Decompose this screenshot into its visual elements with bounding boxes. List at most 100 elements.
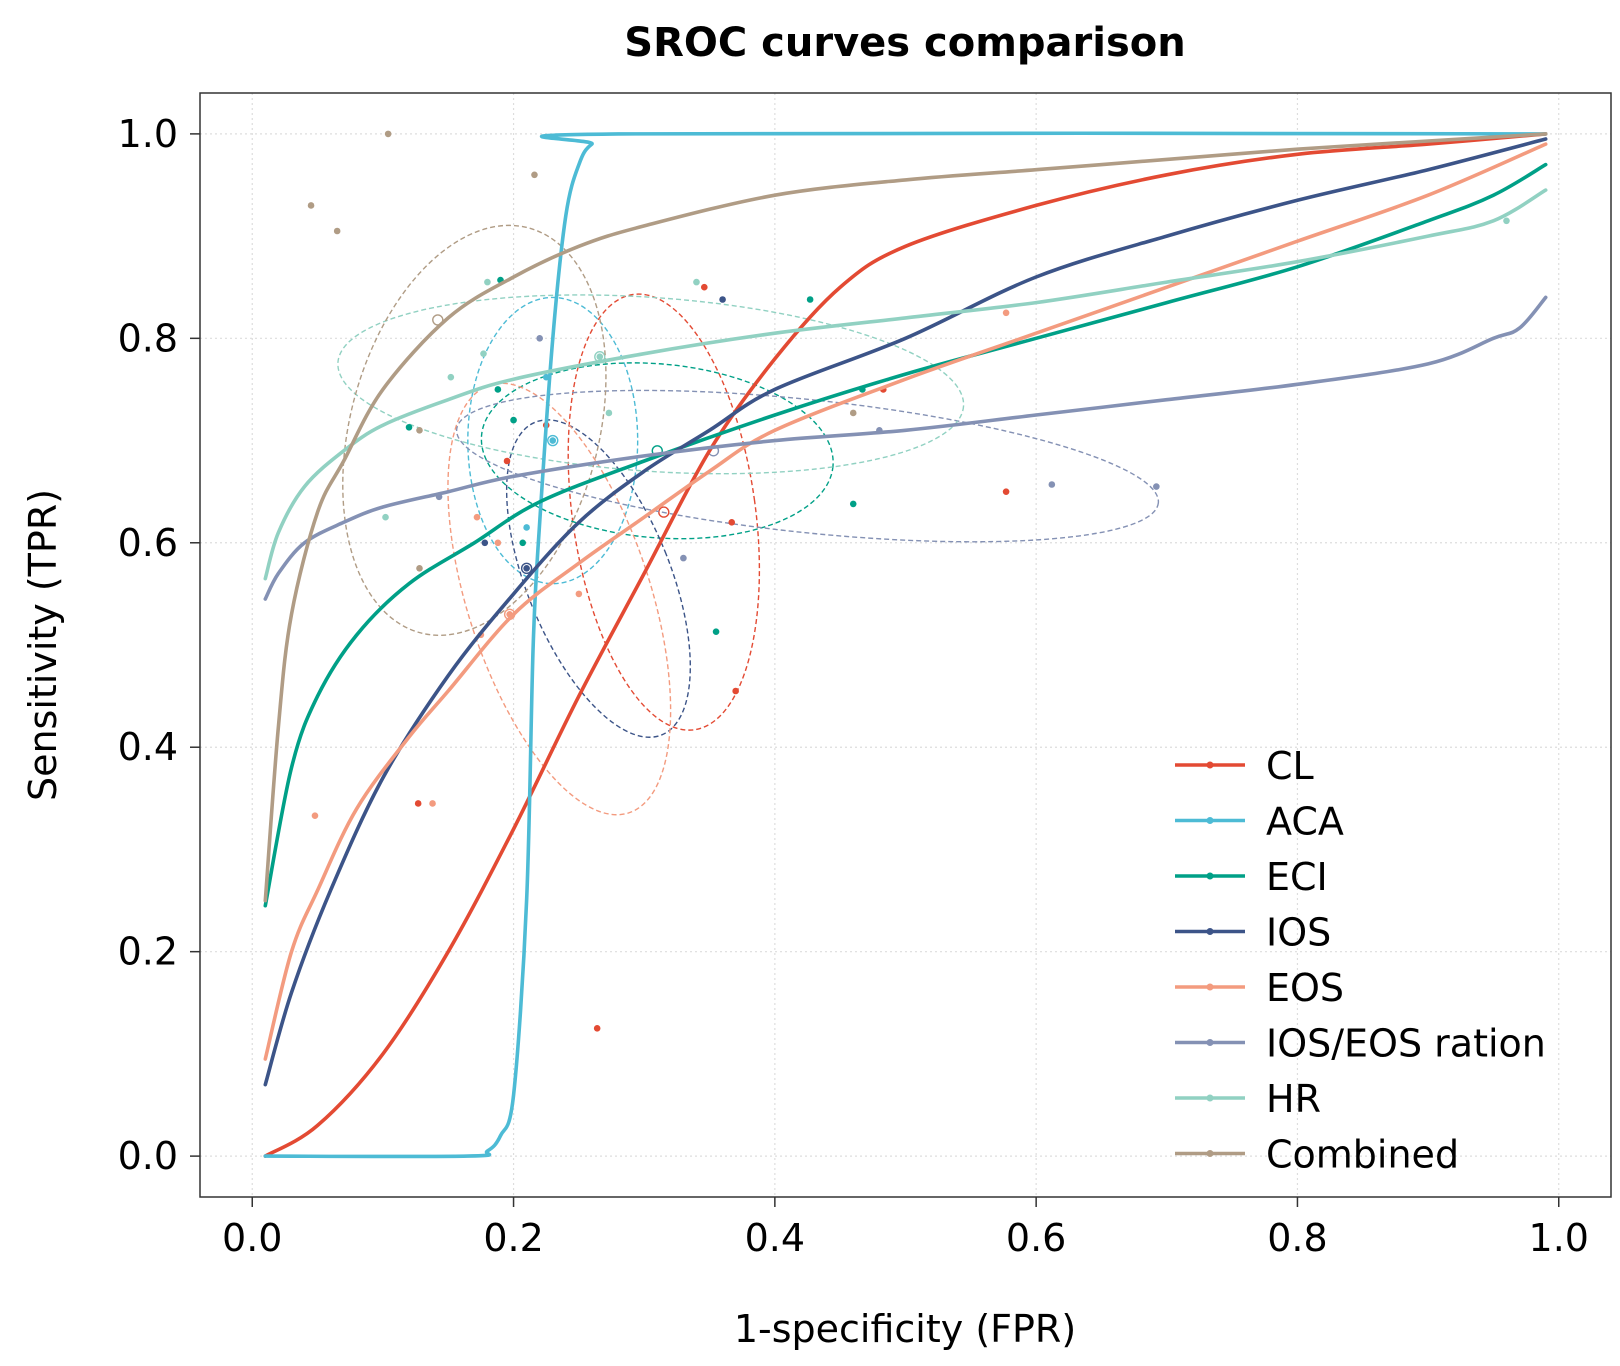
curve-cl xyxy=(263,132,1548,1158)
study-point-cl xyxy=(728,519,736,526)
legend-marker-combined xyxy=(1206,1150,1214,1157)
legend: CL ACA ECI IOS EOS IOS/EOS ration HR Combined xyxy=(1175,744,1546,1177)
x-tick-label: 0.6 xyxy=(1006,1216,1066,1260)
study-point-ios xyxy=(523,565,530,572)
study-point-combined xyxy=(333,227,341,235)
ellipse-combined xyxy=(342,224,607,636)
curve-hr xyxy=(263,188,1548,581)
x-axis-title: 1-specificity (FPR) xyxy=(734,1307,1076,1351)
study-point-eci xyxy=(405,423,413,431)
legend-marker-cl xyxy=(1206,761,1214,769)
study-point-cl xyxy=(593,1025,601,1032)
legend-marker-aca xyxy=(1206,817,1214,824)
summary-point-cl xyxy=(658,506,670,518)
legend-marker-ios-eos-ration xyxy=(1206,1039,1214,1046)
legend-marker-ios xyxy=(1206,928,1214,935)
legend-label-eci: ECI xyxy=(1266,855,1328,899)
legend-label-ios: IOS xyxy=(1266,911,1331,955)
study-point-combined xyxy=(307,202,315,209)
x-tick-label: 0.4 xyxy=(745,1216,805,1260)
study-point-eos xyxy=(494,539,502,547)
summary-point-aca xyxy=(547,434,559,447)
ellipse-ios xyxy=(505,419,691,738)
study-point-aca xyxy=(549,437,557,444)
curve-combined xyxy=(263,132,1548,903)
plot-frame xyxy=(199,92,1612,1198)
study-points xyxy=(307,130,1510,1032)
study-point-hr xyxy=(1503,217,1510,225)
legend-label-combined: Combined xyxy=(1266,1133,1459,1177)
study-point-eos xyxy=(473,513,481,521)
legend-label-hr: HR xyxy=(1266,1077,1321,1121)
x-tick-label: 1.0 xyxy=(1529,1216,1589,1260)
x-tick-label: 0.2 xyxy=(483,1216,543,1260)
study-point-hr xyxy=(382,513,389,521)
ellipse-aca xyxy=(467,296,639,585)
x-tick-label: 0.0 xyxy=(222,1216,282,1260)
study-point-eci xyxy=(849,500,857,508)
study-point-eci xyxy=(519,539,527,547)
study-point-hr xyxy=(480,350,487,357)
study-point-cl xyxy=(732,687,739,695)
study-point-hr xyxy=(596,353,604,361)
ellipse-eci xyxy=(480,362,834,540)
ellipse-eos xyxy=(447,382,672,816)
study-point-hr xyxy=(605,409,613,417)
legend-marker-hr xyxy=(1206,1094,1214,1102)
study-point-eos xyxy=(429,800,436,807)
y-axis-title: Sensitivity (TPR) xyxy=(21,489,65,801)
study-point-cl xyxy=(1002,488,1010,495)
study-point-eos xyxy=(311,812,319,820)
y-tick-label: 0.8 xyxy=(118,316,178,360)
study-point-ios xyxy=(719,296,726,303)
sroc-curves xyxy=(263,131,1548,1159)
y-tick-label: 0.4 xyxy=(118,725,178,769)
x-tick-label: 0.8 xyxy=(1267,1216,1327,1260)
study-point-cl xyxy=(701,283,708,291)
study-point-combined xyxy=(849,409,857,417)
study-point-cl xyxy=(503,457,511,465)
legend-label-cl: CL xyxy=(1266,744,1314,788)
y-tick-label: 1.0 xyxy=(118,112,178,156)
legend-marker-eos xyxy=(1206,983,1214,991)
y-tick-label: 0.0 xyxy=(118,1134,178,1178)
y-tick-label: 0.6 xyxy=(118,521,178,565)
study-point-ios-eos-ration xyxy=(536,335,543,342)
ellipse-cl xyxy=(567,293,761,731)
study-point-ios-eos-ration xyxy=(1153,483,1160,490)
study-point-hr xyxy=(447,373,455,381)
study-point-combined xyxy=(416,565,423,572)
ellipse-ios-eos-ration xyxy=(455,389,1160,543)
curve-eci xyxy=(263,162,1548,908)
y-tick-label: 0.2 xyxy=(118,930,178,974)
curve-eos xyxy=(263,142,1548,1061)
curve-ios-eos-ration xyxy=(263,295,1548,601)
confidence-ellipses xyxy=(337,224,1160,816)
study-point-eci xyxy=(712,628,720,636)
legend-marker-eci xyxy=(1206,872,1214,880)
study-point-ios-eos-ration xyxy=(1048,481,1056,488)
study-point-combined xyxy=(384,130,392,138)
axes: 0.0 0.2 0.4 0.6 0.8 1.0 0.0 0.2 0.4 0.6 0.8 1.0 xyxy=(118,112,1589,1260)
curve-aca xyxy=(263,131,1548,1159)
curve-ios xyxy=(263,137,1548,1087)
study-point-hr xyxy=(484,278,491,286)
legend-label-ios-eos-ration: IOS/EOS ration xyxy=(1266,1022,1546,1066)
chart-title: SROC curves comparison xyxy=(624,20,1185,66)
legend-label-eos: EOS xyxy=(1266,966,1344,1010)
study-point-eci xyxy=(806,296,814,303)
study-point-ios xyxy=(481,539,489,547)
summary-point-ios xyxy=(520,562,533,575)
study-point-eci xyxy=(510,416,517,424)
study-point-combined xyxy=(416,427,423,434)
study-point-aca xyxy=(523,524,530,531)
study-point-eci xyxy=(494,386,502,393)
study-point-eos xyxy=(1002,309,1010,317)
study-point-combined xyxy=(531,171,538,179)
study-point-cl xyxy=(414,800,422,807)
legend-label-aca: ACA xyxy=(1266,800,1344,844)
study-point-hr xyxy=(693,278,700,286)
study-point-ios-eos-ration xyxy=(680,554,687,562)
study-point-eos xyxy=(575,590,583,598)
